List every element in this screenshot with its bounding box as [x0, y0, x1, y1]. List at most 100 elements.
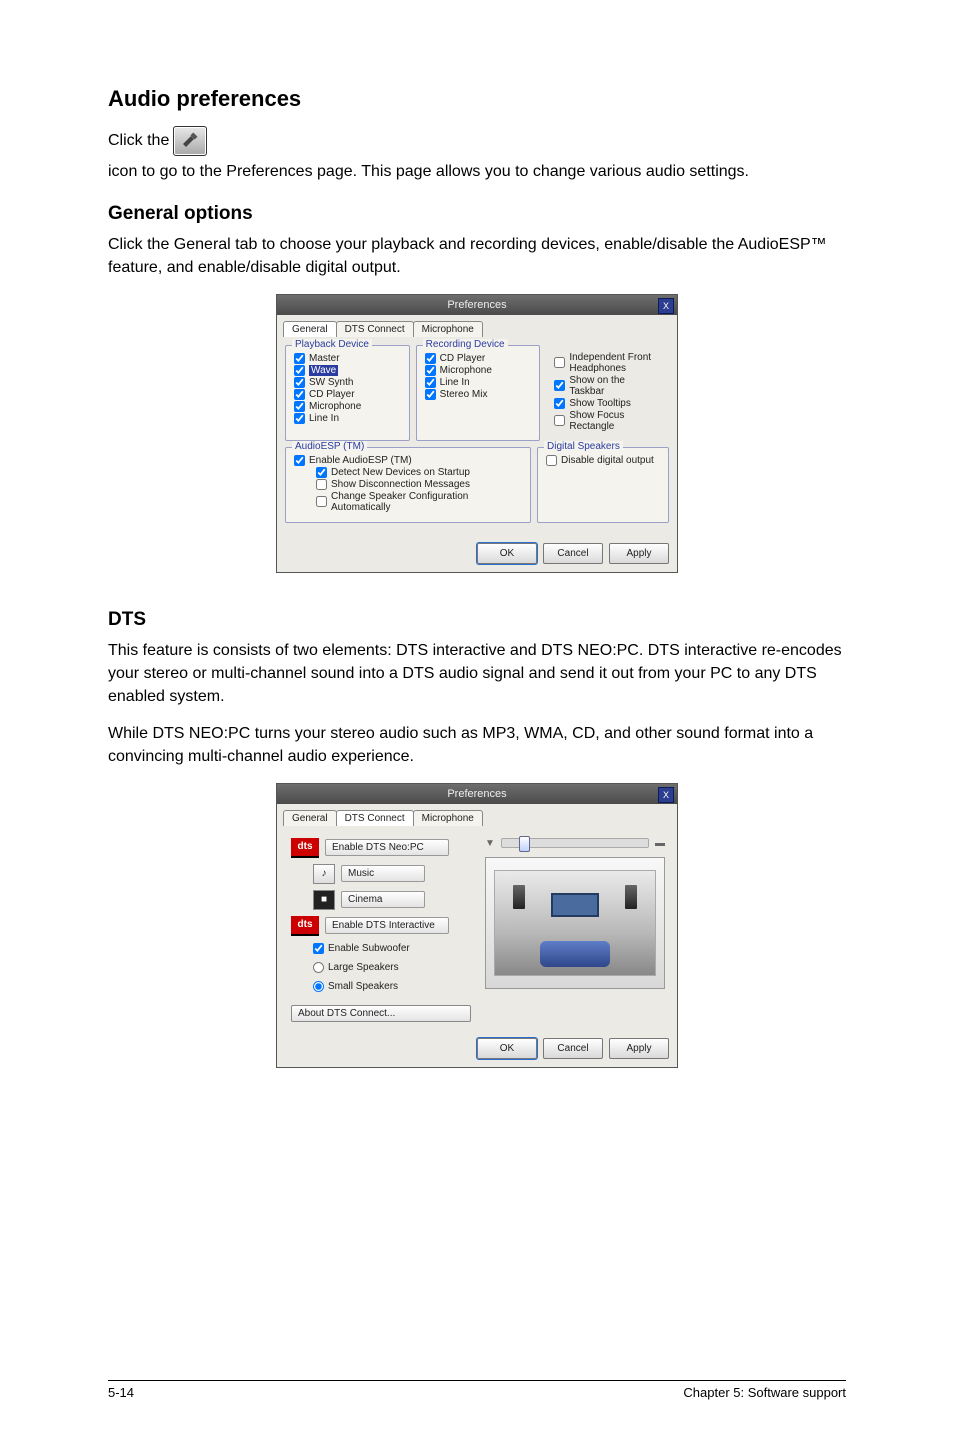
tab-dts-connect[interactable]: DTS Connect	[336, 321, 414, 337]
couch-icon	[540, 941, 610, 967]
ok-button[interactable]: OK	[477, 543, 537, 564]
group-misc-options: Independent Front Headphones Show on the…	[546, 345, 669, 441]
btn-enable-neo[interactable]: dts Enable DTS Neo:PC	[291, 838, 471, 858]
chk-enable-audioesp[interactable]	[294, 455, 305, 466]
lbl-swsynth: SW Synth	[309, 377, 353, 388]
chk-linein[interactable]	[294, 413, 305, 424]
chk-rec-mic[interactable]	[425, 365, 436, 376]
slider-track[interactable]	[501, 838, 649, 848]
tab-microphone[interactable]: Microphone	[413, 321, 483, 337]
slider-right-icon: ▬	[655, 838, 665, 849]
dialog-buttons: OK Cancel Apply	[277, 537, 677, 572]
lbl-master: Master	[309, 353, 340, 364]
footer-chapter: Chapter 5: Software support	[683, 1385, 846, 1400]
text-dts-body2: While DTS NEO:PC turns your stereo audio…	[108, 722, 846, 768]
slider-thumb[interactable]	[519, 836, 530, 852]
lbl-rec-linein: Line In	[440, 377, 470, 388]
legend-digital: Digital Speakers	[544, 441, 623, 452]
group-audioesp: AudioESP (TM) Enable AudioESP (TM) Detec…	[285, 447, 531, 523]
cancel-button[interactable]: Cancel	[543, 1038, 603, 1059]
lbl-change-spk-auto: Change Speaker Configuration Automatical…	[331, 491, 522, 513]
lbl-music: Music	[341, 865, 425, 882]
btn-cinema[interactable]: ■ Cinema	[313, 890, 471, 910]
radio-large-speakers[interactable]	[313, 962, 324, 973]
apply-button[interactable]: Apply	[609, 1038, 669, 1059]
group-playback-device: Playback Device Master Wave SW Synth CD …	[285, 345, 410, 441]
lbl-enable-interactive: Enable DTS Interactive	[325, 917, 449, 934]
slider-left-icon: ▼	[485, 838, 495, 849]
lbl-rec-cdplayer: CD Player	[440, 353, 486, 364]
dts-slider[interactable]: ▼ ▬	[485, 838, 665, 849]
legend-playback: Playback Device	[292, 339, 372, 350]
lbl-show-tooltips: Show Tooltips	[569, 398, 631, 409]
right-speaker-icon	[625, 885, 637, 909]
dialog-buttons-2: OK Cancel Apply	[277, 1032, 677, 1067]
cancel-button[interactable]: Cancel	[543, 543, 603, 564]
tab-strip-2: General DTS Connect Microphone	[277, 804, 677, 826]
chk-detect-new[interactable]	[316, 467, 327, 478]
text-dts-body1: This feature is consists of two elements…	[108, 639, 846, 709]
chk-show-taskbar[interactable]	[554, 380, 565, 391]
chk-show-focusrect[interactable]	[554, 415, 565, 426]
tab-general[interactable]: General	[283, 321, 337, 337]
chk-swsynth[interactable]	[294, 377, 305, 388]
text-general-body: Click the General tab to choose your pla…	[108, 233, 846, 279]
dialog-titlebar: Preferences X	[277, 295, 677, 315]
chk-master[interactable]	[294, 353, 305, 364]
lbl-enable-neo: Enable DTS Neo:PC	[325, 839, 449, 856]
lbl-linein: Line In	[309, 413, 339, 424]
btn-enable-interactive[interactable]: dts Enable DTS Interactive	[291, 916, 471, 936]
lbl-small-speakers: Small Speakers	[328, 981, 398, 992]
preferences-dialog-dts: Preferences X General DTS Connect Microp…	[276, 783, 678, 1068]
lbl-rec-stereomix: Stereo Mix	[440, 389, 488, 400]
lbl-detect-new: Detect New Devices on Startup	[331, 467, 470, 478]
text-icon-rest: icon to go to the Preferences page. This…	[108, 160, 749, 183]
chk-indep-headphones[interactable]	[554, 357, 565, 368]
lbl-show-disconn: Show Disconnection Messages	[331, 479, 470, 490]
chk-show-tooltips[interactable]	[554, 398, 565, 409]
lbl-show-taskbar: Show on the Taskbar	[569, 375, 661, 397]
chk-rec-stereomix[interactable]	[425, 389, 436, 400]
btn-music[interactable]: ♪ Music	[313, 864, 471, 884]
close-icon[interactable]: X	[658, 787, 674, 803]
lbl-microphone: Microphone	[309, 401, 361, 412]
chk-wave[interactable]	[294, 365, 305, 376]
dts-logo-icon: dts	[291, 838, 319, 858]
tab-microphone-2[interactable]: Microphone	[413, 810, 483, 826]
lbl-wave: Wave	[309, 365, 338, 376]
ok-button[interactable]: OK	[477, 1038, 537, 1059]
dialog-title-2: Preferences	[447, 788, 506, 800]
radio-small-speakers[interactable]	[313, 981, 324, 992]
chk-change-spk-auto[interactable]	[316, 496, 327, 507]
lbl-show-focusrect: Show Focus Rectangle	[569, 410, 661, 432]
lbl-enable-audioesp: Enable AudioESP (TM)	[309, 455, 412, 466]
chk-enable-sub[interactable]	[313, 943, 324, 954]
heading-audio-preferences: Audio preferences	[108, 86, 846, 112]
page-footer: 5-14 Chapter 5: Software support	[108, 1380, 846, 1400]
close-icon[interactable]: X	[658, 298, 674, 314]
preferences-icon	[173, 126, 207, 156]
about-dts-button[interactable]: About DTS Connect...	[291, 1005, 471, 1022]
chk-disable-digital[interactable]	[546, 455, 557, 466]
lbl-cinema: Cinema	[341, 891, 425, 908]
chk-rec-cdplayer[interactable]	[425, 353, 436, 364]
dts-logo-icon: dts	[291, 916, 319, 936]
heading-dts: DTS	[108, 609, 846, 631]
lbl-rec-mic: Microphone	[440, 365, 492, 376]
chk-cdplayer[interactable]	[294, 389, 305, 400]
tv-icon	[551, 893, 599, 917]
tab-general-2[interactable]: General	[283, 810, 337, 826]
apply-button[interactable]: Apply	[609, 543, 669, 564]
legend-recording: Recording Device	[423, 339, 508, 350]
chk-show-disconn[interactable]	[316, 479, 327, 490]
tab-dts-connect-2[interactable]: DTS Connect	[336, 810, 414, 826]
lbl-enable-sub: Enable Subwoofer	[328, 943, 410, 954]
group-digital-speakers: Digital Speakers Disable digital output	[537, 447, 669, 523]
group-recording-device: Recording Device CD Player Microphone Li…	[416, 345, 541, 441]
chk-microphone[interactable]	[294, 401, 305, 412]
lbl-disable-digital: Disable digital output	[561, 455, 654, 466]
preferences-dialog-general: Preferences X General DTS Connect Microp…	[276, 294, 678, 573]
tab-strip: General DTS Connect Microphone	[277, 315, 677, 337]
chk-rec-linein[interactable]	[425, 377, 436, 388]
lbl-cdplayer: CD Player	[309, 389, 355, 400]
